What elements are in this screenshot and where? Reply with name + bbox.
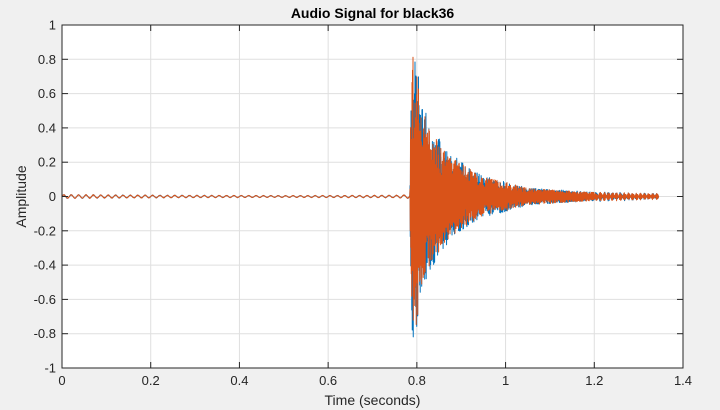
chart-title: Audio Signal for black36: [291, 5, 455, 21]
y-tick-label: 0.2: [38, 155, 56, 170]
y-tick-label: 0.6: [38, 86, 56, 101]
x-tick-label: 0.8: [408, 373, 426, 388]
series-layer: [61, 56, 660, 338]
y-tick-label: -0.4: [34, 258, 56, 273]
x-tick-label: 0.6: [319, 373, 337, 388]
y-tick-label: 0.8: [38, 52, 56, 67]
x-tick-label: 0.4: [230, 373, 248, 388]
x-tick-labels: 0 0.2 0.4 0.6 0.8 1 1.2 1.4: [58, 373, 692, 388]
y-tick-label: -1: [44, 361, 56, 376]
y-axis-label: Amplitude: [13, 165, 29, 227]
y-tick-label: 0: [49, 189, 56, 204]
x-tick-label: 1.4: [674, 373, 692, 388]
x-tick-label: 1.2: [585, 373, 603, 388]
x-tick-label: 1: [502, 373, 509, 388]
y-tick-label: 1: [49, 18, 56, 33]
y-tick-label: 0.4: [38, 120, 56, 135]
x-tick-label: 0.2: [142, 373, 160, 388]
y-tick-label: -0.8: [34, 326, 56, 341]
series-line-2: [61, 56, 660, 325]
y-tick-label: -0.6: [34, 292, 56, 307]
x-tick-label: 0: [58, 373, 65, 388]
x-axis-label: Time (seconds): [325, 392, 421, 408]
y-tick-labels: 1 0.8 0.6 0.4 0.2 0 -0.2 -0.4 -0.6 -0.8 -1: [34, 18, 56, 376]
y-tick-label: -0.2: [34, 223, 56, 238]
tick-marks: [61, 24, 684, 369]
